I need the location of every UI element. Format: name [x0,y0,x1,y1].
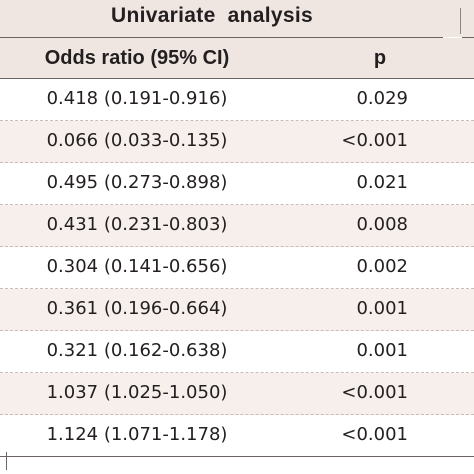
odds-ratio-cell: 0.418 (0.191-0.916) [46,88,228,109]
odds-ratio-cell: 0.431 (0.231-0.803) [46,214,228,235]
odds-ratio-cell: 0.321 (0.162-0.638) [46,340,228,361]
table-row: 0.066 (0.033-0.135) <0.001 [0,121,474,163]
p-value-cell: <0.001 [341,130,408,151]
p-value-cell: 0.002 [356,256,408,277]
header-divider [460,8,461,34]
table-row: 1.037 (1.025-1.050) <0.001 [0,373,474,415]
group-header-rule-right [462,37,474,38]
odds-ratio-cell: 0.495 (0.273-0.898) [46,172,228,193]
p-value-cell: 0.021 [356,172,408,193]
p-value-cell: <0.001 [341,424,408,445]
table-row: 0.418 (0.191-0.916) 0.029 [0,79,474,121]
group-header-band: Univariate analysis [0,0,474,37]
odds-ratio-cell: 0.304 (0.141-0.656) [46,256,228,277]
group-header-title: Univariate analysis [111,4,313,27]
p-value-cell: 0.001 [356,298,408,319]
odds-ratio-cell: 0.361 (0.196-0.664) [46,298,228,319]
odds-ratio-cell: 1.124 (1.071-1.178) [46,424,228,445]
p-value-cell: 0.008 [356,214,408,235]
p-value-cell: 0.001 [356,340,408,361]
column-header-p: p [373,47,387,69]
table-row: 0.495 (0.273-0.898) 0.021 [0,163,474,205]
odds-ratio-cell: 1.037 (1.025-1.050) [46,382,228,403]
odds-ratio-cell: 0.066 (0.033-0.135) [46,130,228,151]
table-row: 0.321 (0.162-0.638) 0.001 [0,331,474,373]
column-header-odds-ratio: Odds ratio (95% CI) [44,47,230,69]
table-row: 0.304 (0.141-0.656) 0.002 [0,247,474,289]
group-header-rule [0,37,443,38]
column-header-row: Odds ratio (95% CI) p [0,38,474,79]
table-row: 1.124 (1.071-1.178) <0.001 [0,415,474,457]
p-value-cell: 0.029 [356,88,408,109]
table-bottom-divider [6,452,7,470]
table-row: 0.361 (0.196-0.664) 0.001 [0,289,474,331]
table-row: 0.431 (0.231-0.803) 0.008 [0,205,474,247]
p-value-cell: <0.001 [341,382,408,403]
